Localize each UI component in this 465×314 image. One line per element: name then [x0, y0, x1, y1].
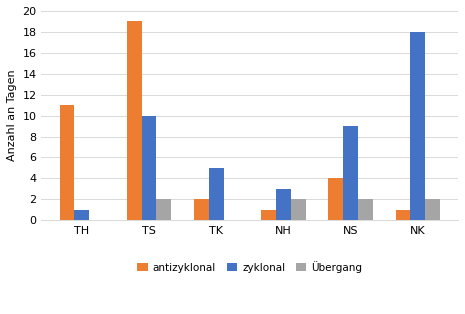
Bar: [74, 210, 89, 220]
Bar: [127, 21, 142, 220]
Bar: [425, 199, 440, 220]
Bar: [142, 116, 156, 220]
Bar: [60, 105, 74, 220]
Bar: [410, 32, 425, 220]
Bar: [291, 199, 306, 220]
Bar: [194, 199, 209, 220]
Bar: [328, 178, 343, 220]
Bar: [156, 199, 171, 220]
Bar: [358, 199, 373, 220]
Y-axis label: Anzahl an Tagen: Anzahl an Tagen: [7, 70, 17, 161]
Bar: [276, 189, 291, 220]
Legend: antizyklonal, zyklonal, Übergang: antizyklonal, zyklonal, Übergang: [133, 257, 366, 277]
Bar: [209, 168, 224, 220]
Bar: [343, 126, 358, 220]
Bar: [396, 210, 410, 220]
Bar: [261, 210, 276, 220]
